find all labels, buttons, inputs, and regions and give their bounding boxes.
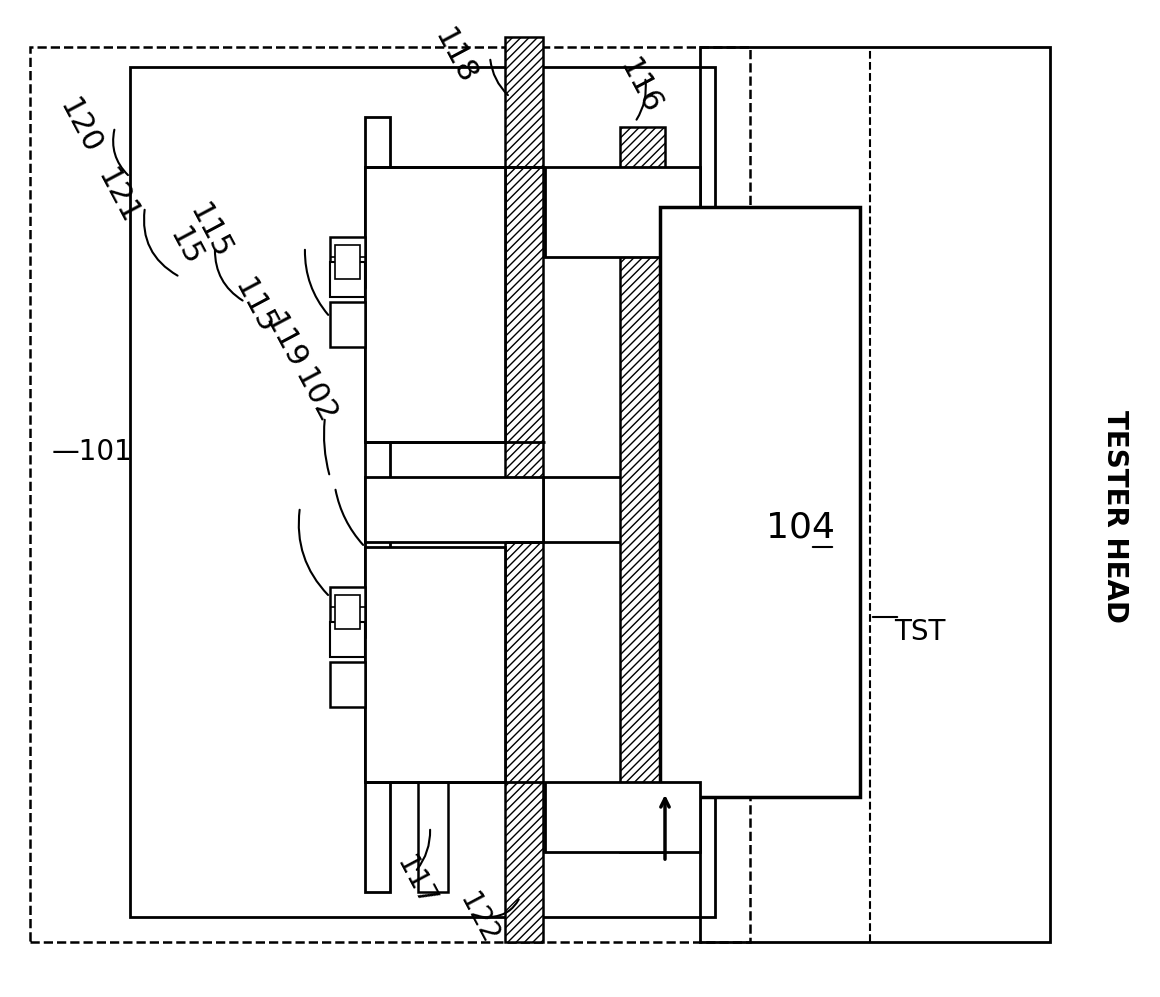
Bar bbox=[699, 47, 1050, 942]
Text: 116: 116 bbox=[614, 55, 667, 120]
Text: 117: 117 bbox=[390, 852, 440, 912]
Text: 119: 119 bbox=[259, 309, 311, 375]
Bar bbox=[329, 302, 365, 347]
Bar bbox=[329, 662, 365, 707]
Bar bbox=[418, 782, 448, 892]
Text: 102: 102 bbox=[289, 365, 341, 430]
Bar bbox=[335, 245, 360, 279]
Bar bbox=[329, 262, 365, 297]
Bar bbox=[545, 167, 699, 257]
Text: 115: 115 bbox=[229, 274, 282, 339]
Bar bbox=[329, 587, 365, 637]
Text: 118: 118 bbox=[428, 25, 481, 90]
Bar bbox=[329, 622, 365, 657]
Bar bbox=[30, 47, 751, 942]
Text: 121: 121 bbox=[92, 165, 145, 229]
Text: 115: 115 bbox=[183, 199, 237, 264]
Bar bbox=[365, 547, 505, 782]
Bar bbox=[329, 237, 365, 287]
Bar bbox=[619, 127, 665, 852]
Bar bbox=[365, 477, 543, 542]
Text: 120: 120 bbox=[53, 95, 107, 160]
Bar bbox=[365, 167, 505, 442]
Text: 15: 15 bbox=[164, 223, 206, 271]
Text: TST: TST bbox=[894, 618, 945, 646]
Text: 122: 122 bbox=[454, 889, 502, 949]
Text: TESTER HEAD: TESTER HEAD bbox=[1101, 411, 1129, 623]
Bar bbox=[335, 595, 360, 629]
Text: 104: 104 bbox=[766, 510, 834, 544]
Bar bbox=[545, 782, 699, 852]
Bar bbox=[365, 117, 390, 892]
Bar bbox=[505, 37, 543, 942]
Bar bbox=[130, 67, 715, 917]
Text: —101: —101 bbox=[52, 438, 132, 466]
Bar bbox=[660, 207, 860, 797]
